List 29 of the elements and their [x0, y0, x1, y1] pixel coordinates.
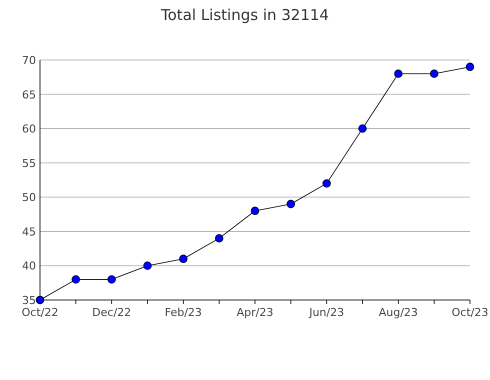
x-tick-label: Jun/23	[308, 306, 344, 319]
y-tick-label: 50	[22, 191, 36, 204]
point	[358, 124, 367, 133]
x-tick-label: Aug/23	[378, 306, 418, 319]
point	[466, 62, 474, 72]
point	[394, 70, 403, 78]
y-tick-label: 55	[22, 156, 36, 170]
x-tick-label: Feb/23	[164, 306, 202, 319]
point	[430, 70, 438, 78]
y-tick-label: 40	[22, 260, 36, 273]
point	[322, 179, 331, 188]
x-tick-label: Dec/22	[92, 306, 132, 319]
point	[107, 275, 116, 284]
y-tick-label: 65	[22, 88, 36, 102]
y-tick-label: 35	[22, 294, 36, 307]
y-tick-label: 60	[22, 122, 36, 136]
point	[286, 200, 296, 208]
chart-title: Total Listings in 32114	[160, 6, 329, 24]
point	[143, 262, 152, 270]
point	[250, 206, 260, 216]
point	[179, 254, 188, 264]
x-tick-label: Apr/23	[236, 306, 274, 319]
point	[36, 296, 44, 304]
x-tick-label: Oct/22	[22, 306, 58, 319]
y-tick-label: 45	[22, 225, 36, 238]
y-tick-label: 70	[22, 54, 36, 67]
point	[72, 275, 80, 284]
x-tick-label: Oct/23	[452, 306, 488, 319]
point	[214, 234, 224, 242]
